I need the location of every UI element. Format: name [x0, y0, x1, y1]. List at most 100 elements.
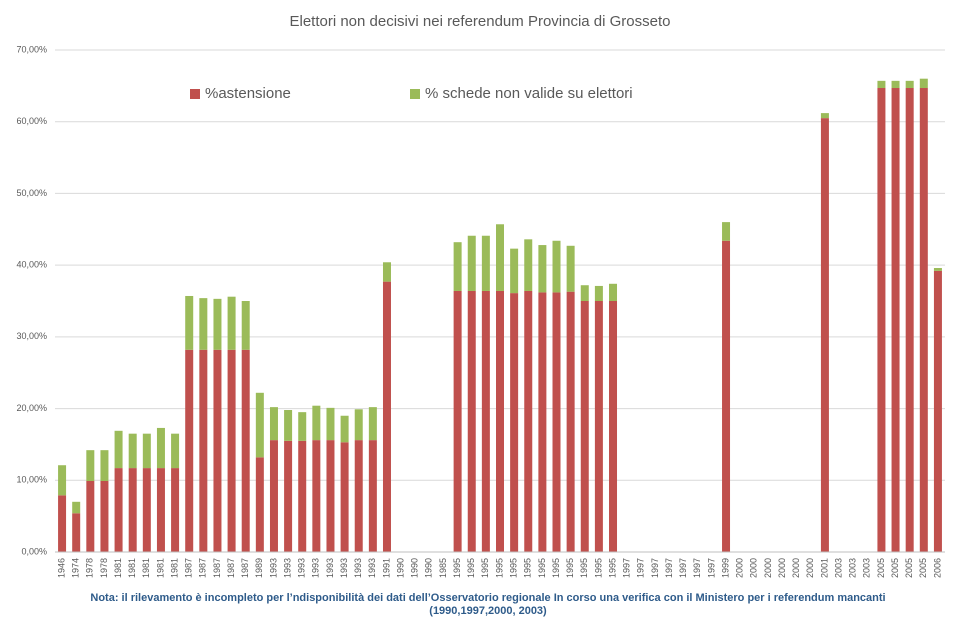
bar-segment — [213, 298, 222, 350]
y-tick-label: 10,00% — [16, 475, 47, 485]
x-tick-label: 1993 — [311, 558, 321, 578]
x-tick-label: 1993 — [325, 558, 335, 578]
x-tick-label: 1995 — [593, 558, 603, 578]
bar-segment — [933, 268, 942, 271]
bar-segment — [877, 80, 886, 89]
bar-segment — [156, 427, 165, 469]
x-tick-label: 1993 — [367, 558, 377, 578]
x-tick-label: 1978 — [85, 558, 95, 578]
bar-segment — [86, 450, 95, 482]
bar-segment — [298, 440, 307, 552]
x-tick-label: 1990 — [395, 558, 405, 578]
bar-segment — [538, 292, 547, 552]
x-tick-label: 2005 — [890, 558, 900, 578]
bar-segment — [609, 283, 618, 301]
x-tick-label: 1993 — [297, 558, 307, 578]
bar-segment — [86, 481, 95, 552]
x-tick-label: 1993 — [339, 558, 349, 578]
bar-segment — [566, 245, 575, 292]
bar-segment — [269, 407, 278, 441]
bar-segment — [312, 405, 321, 441]
bar-segment — [820, 113, 829, 119]
bar-segment — [368, 440, 377, 552]
bar-segment — [185, 349, 194, 552]
bar-segment — [72, 501, 81, 514]
bar-segment — [241, 349, 250, 552]
bar-segment — [552, 292, 561, 552]
bar-segment — [255, 457, 264, 552]
bar-segment — [722, 222, 731, 241]
y-tick-label: 50,00% — [16, 188, 47, 198]
x-tick-label: 1981 — [127, 558, 137, 578]
bar-segment — [891, 88, 900, 552]
x-tick-label: 1981 — [113, 558, 123, 578]
bar-segment — [114, 468, 123, 552]
bar-segment — [382, 262, 391, 282]
bar-segment — [269, 440, 278, 552]
bar-segment — [100, 481, 109, 552]
bar-segment — [255, 392, 264, 458]
bar-segment — [722, 240, 731, 552]
x-tick-label: 1995 — [523, 558, 533, 578]
bar-segment — [354, 440, 363, 552]
bar-segment — [905, 80, 914, 89]
bar-segment — [298, 412, 307, 441]
bar-segment — [552, 240, 561, 293]
bar-segment — [340, 415, 349, 443]
bar-segment — [156, 468, 165, 552]
x-tick-label: 1997 — [678, 558, 688, 578]
bar-segment — [199, 298, 208, 350]
x-tick-label: 1985 — [438, 558, 448, 578]
x-tick-label: 1995 — [494, 558, 504, 578]
x-tick-label: 2006 — [932, 558, 942, 578]
bar-segment — [919, 88, 928, 552]
x-tick-label: 1981 — [155, 558, 165, 578]
x-tick-label: 1990 — [410, 558, 420, 578]
bar-segment — [496, 224, 504, 291]
legend-swatch — [410, 89, 420, 99]
x-tick-label: 2005 — [918, 558, 928, 578]
legend-label: % schede non valide su elettori — [425, 85, 633, 102]
bar-segment — [467, 290, 476, 552]
x-tick-label: 1981 — [141, 558, 151, 578]
x-tick-label: 1978 — [99, 558, 109, 578]
bar-segment — [241, 301, 250, 350]
bar-segment — [919, 78, 928, 89]
bar-segment — [580, 285, 589, 301]
x-tick-label: 2001 — [819, 558, 829, 578]
x-tick-label: 2000 — [805, 558, 815, 578]
x-tick-label: 1987 — [212, 558, 222, 578]
bar-segment — [609, 301, 618, 552]
x-tick-label: 2005 — [876, 558, 886, 578]
bar-segment — [227, 296, 236, 350]
bar-segment — [524, 290, 533, 552]
bar-segment — [128, 433, 137, 469]
x-tick-label: 1995 — [452, 558, 462, 578]
x-tick-label: 1997 — [636, 558, 646, 578]
legend-label: %astensione — [205, 85, 291, 102]
bar-segment — [58, 465, 67, 496]
bar-segment — [382, 281, 391, 552]
y-tick-label: 30,00% — [16, 331, 47, 341]
bar-segment — [100, 450, 109, 482]
bar-segment — [199, 349, 208, 552]
x-tick-label: 2003 — [848, 558, 858, 578]
bar-segment — [142, 433, 151, 469]
bar-segment — [496, 290, 504, 552]
x-tick-label: 1997 — [650, 558, 660, 578]
bar-segment — [524, 239, 533, 291]
x-tick-label: 1995 — [466, 558, 476, 578]
x-tick-label: 1989 — [254, 558, 264, 578]
x-tick-label: 2000 — [735, 558, 745, 578]
bar-segment — [114, 430, 123, 469]
x-tick-label: 1987 — [226, 558, 236, 578]
x-tick-label: 1997 — [692, 558, 702, 578]
note: (1990,1997,2000, 2003) — [429, 605, 547, 617]
bar-segment — [905, 88, 914, 552]
x-tick-label: 1997 — [664, 558, 674, 578]
bar-segment — [284, 440, 293, 552]
bar-segment — [284, 410, 293, 441]
bar-segment — [566, 291, 575, 552]
x-tick-label: 2000 — [749, 558, 759, 578]
x-tick-label: 1995 — [537, 558, 547, 578]
